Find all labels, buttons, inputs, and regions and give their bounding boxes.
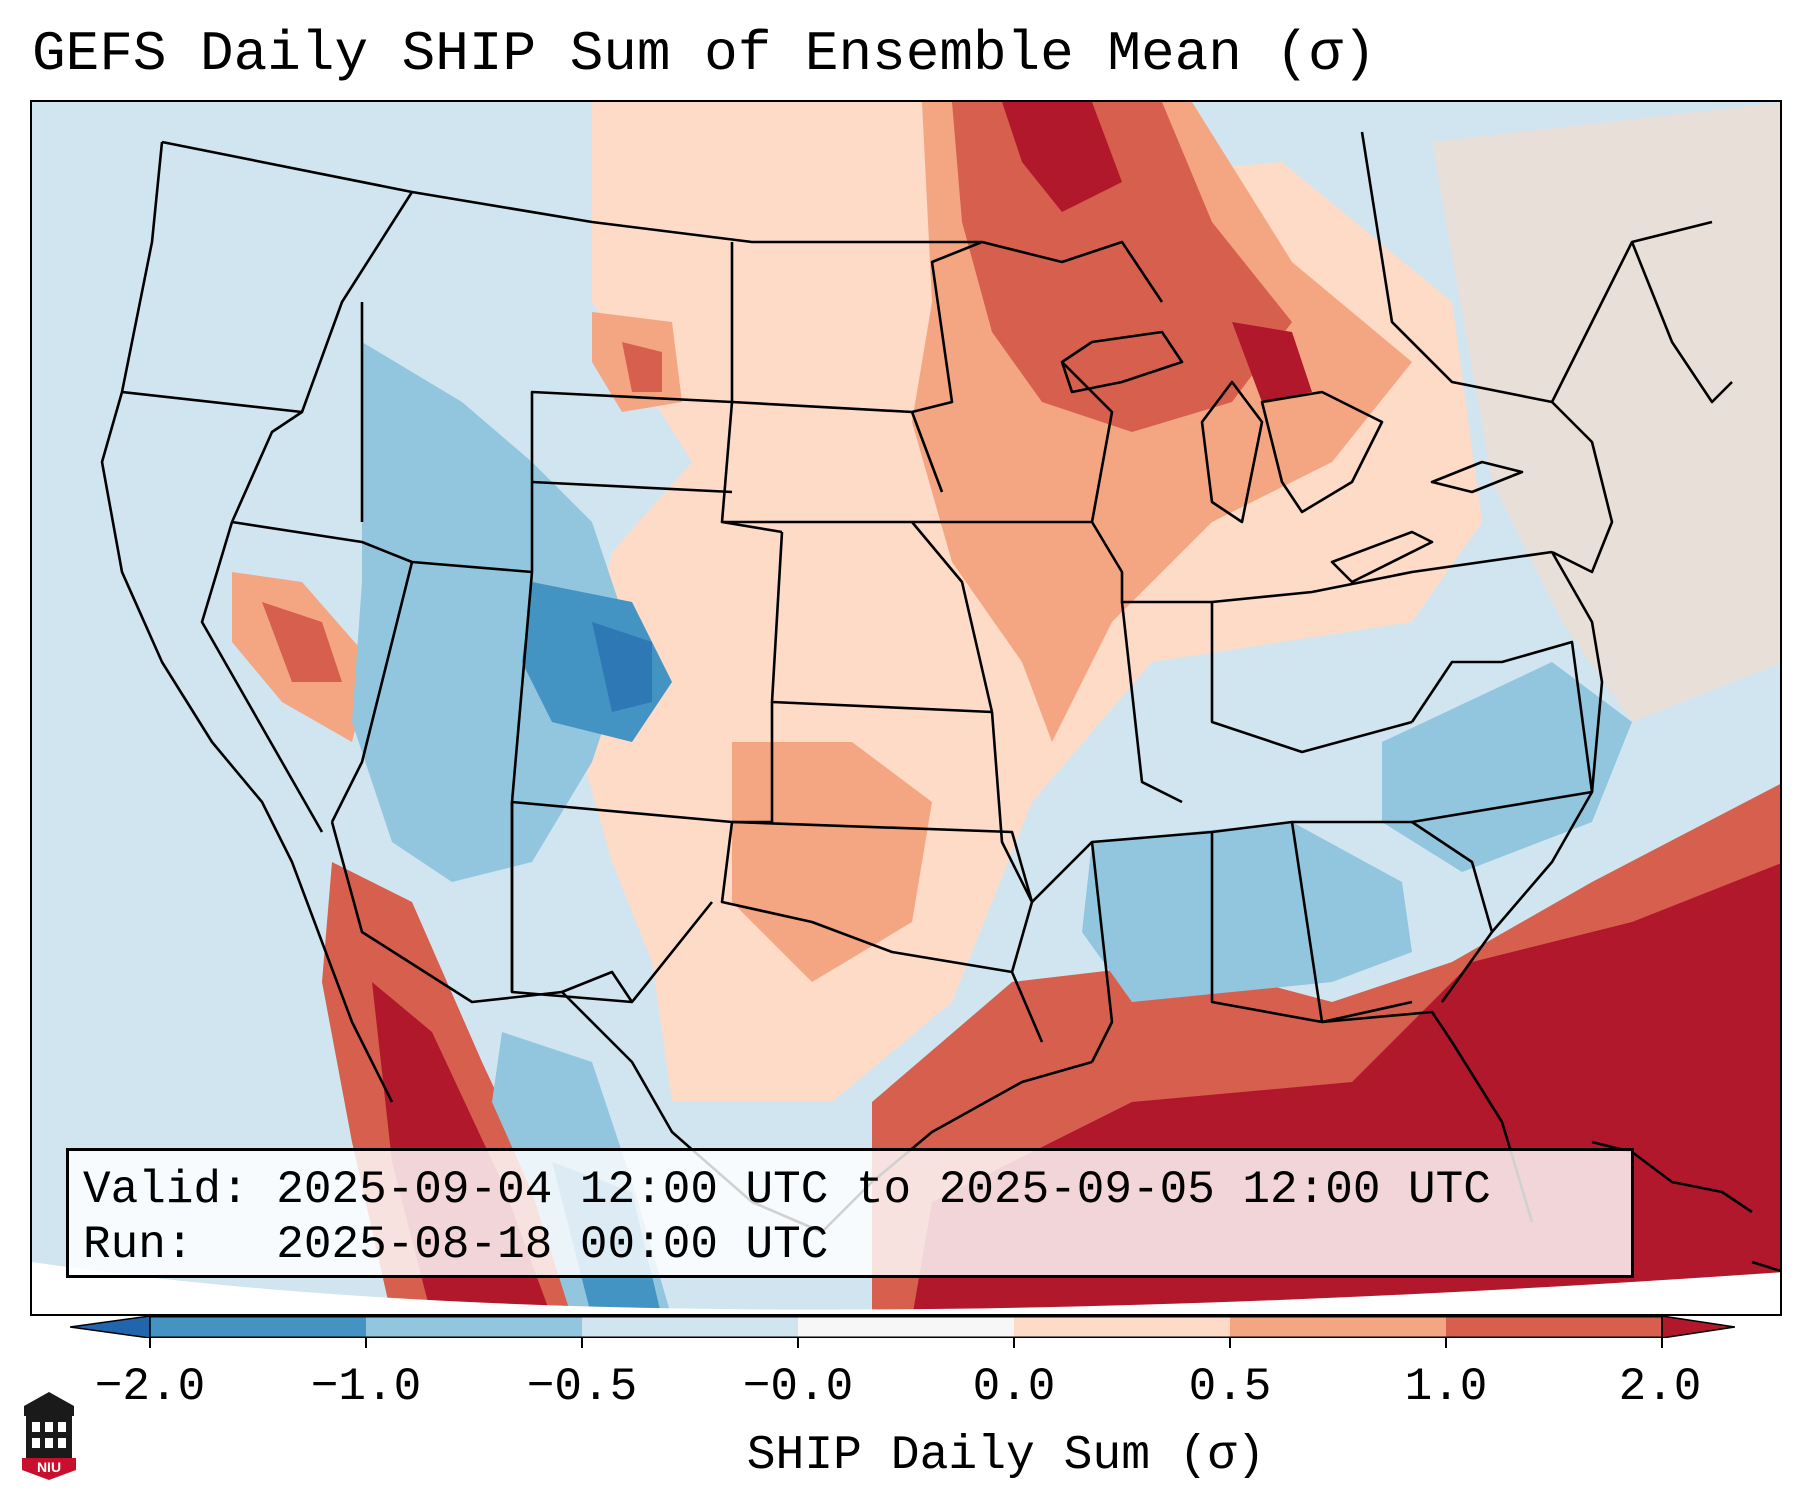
colorbar-bin xyxy=(1446,1316,1662,1338)
tick-label: 0.5 xyxy=(1188,1361,1272,1413)
tick-label: 2.0 xyxy=(1618,1361,1702,1413)
valid-run-infobox: Valid: 2025-09-04 12:00 UTC to 2025-09-0… xyxy=(66,1148,1634,1278)
colorbar-extend-low xyxy=(70,1316,151,1338)
university-tower-icon: NIU xyxy=(22,1392,76,1480)
valid-label: Valid: xyxy=(83,1164,249,1216)
colorbar-title: SHIP Daily Sum (σ) xyxy=(746,1429,1266,1483)
domain-edge-mask xyxy=(32,1262,1780,1314)
tick-mark xyxy=(1445,1338,1447,1348)
tick-label: −2.0 xyxy=(94,1361,206,1413)
colorbar-bin xyxy=(1014,1316,1230,1338)
colorbar xyxy=(70,1316,1735,1338)
tick-mark xyxy=(149,1338,151,1348)
tick-label: −0.5 xyxy=(526,1361,638,1413)
map-panel xyxy=(30,100,1782,1316)
logo-text: NIU xyxy=(37,1459,61,1475)
state-boundaries xyxy=(100,131,1780,1273)
tick-label: 0.0 xyxy=(972,1361,1056,1413)
tick-mark xyxy=(797,1338,799,1348)
run-value: 2025-08-18 00:00 UTC xyxy=(276,1219,829,1271)
tick-mark xyxy=(365,1338,367,1348)
colorbar-bin xyxy=(366,1316,582,1338)
run-label: Run: xyxy=(83,1219,194,1271)
colorbar-bin xyxy=(798,1316,1014,1338)
tick-label: −1.0 xyxy=(310,1361,422,1413)
colorbar-extend-high xyxy=(1661,1316,1735,1338)
valid-row: Valid: 2025-09-04 12:00 UTC to 2025-09-0… xyxy=(83,1163,1617,1218)
chart-title: GEFS Daily SHIP Sum of Ensemble Mean (σ) xyxy=(32,22,1377,86)
colorbar-bin xyxy=(1230,1316,1446,1338)
tick-mark xyxy=(581,1338,583,1348)
map-canvas xyxy=(32,102,1780,1314)
tick-mark xyxy=(1661,1338,1663,1348)
tick-mark xyxy=(1229,1338,1231,1348)
colorbar-bin xyxy=(150,1316,366,1338)
colorbar-bin xyxy=(582,1316,798,1338)
tick-mark xyxy=(1013,1338,1015,1348)
run-row: Run: 2025-08-18 00:00 UTC xyxy=(83,1218,1617,1273)
tick-label: 1.0 xyxy=(1404,1361,1488,1413)
tick-label: −0.0 xyxy=(742,1361,854,1413)
valid-value: 2025-09-04 12:00 UTC to 2025-09-05 12:00… xyxy=(276,1164,1491,1216)
